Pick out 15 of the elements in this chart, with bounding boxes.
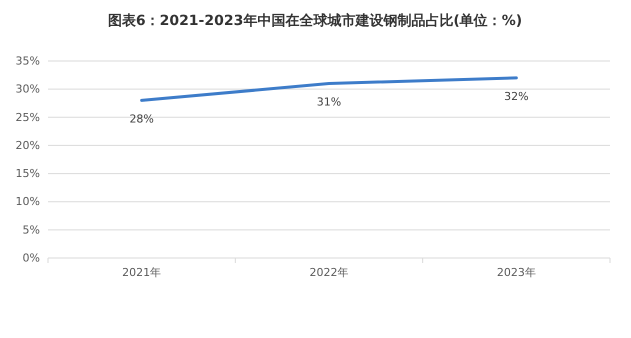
y-tick-label: 30%: [16, 82, 40, 96]
x-tick-label: 2023年: [496, 266, 536, 279]
y-tick-label: 10%: [16, 195, 40, 208]
y-tick-label: 25%: [16, 110, 40, 124]
data-label: 28%: [129, 112, 154, 126]
x-tick-label: 2022年: [310, 266, 348, 279]
data-label: 31%: [316, 96, 342, 109]
data-label: 32%: [504, 90, 529, 103]
y-tick-label: 35%: [16, 54, 40, 68]
x-tick-label: 2021年: [122, 266, 162, 279]
chart-title: 图表6：2021-2023年中国在全球城市建设钢制品占比(单位：%): [108, 12, 522, 29]
y-tick-label: 20%: [16, 138, 40, 152]
y-tick-label: 0%: [22, 252, 40, 265]
y-tick-label: 15%: [16, 167, 40, 180]
y-tick-label: 5%: [22, 223, 40, 236]
